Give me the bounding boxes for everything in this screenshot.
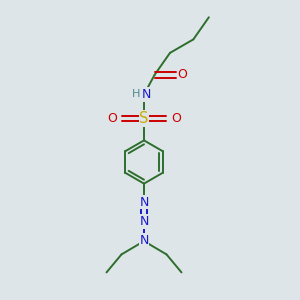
- Text: S: S: [139, 111, 149, 126]
- Text: O: O: [171, 112, 181, 125]
- Text: H: H: [131, 89, 140, 99]
- Text: O: O: [107, 112, 117, 125]
- Text: N: N: [139, 215, 149, 228]
- Text: O: O: [177, 68, 187, 82]
- Text: N: N: [142, 88, 151, 101]
- Text: N: N: [139, 196, 149, 209]
- Text: N: N: [139, 234, 149, 247]
